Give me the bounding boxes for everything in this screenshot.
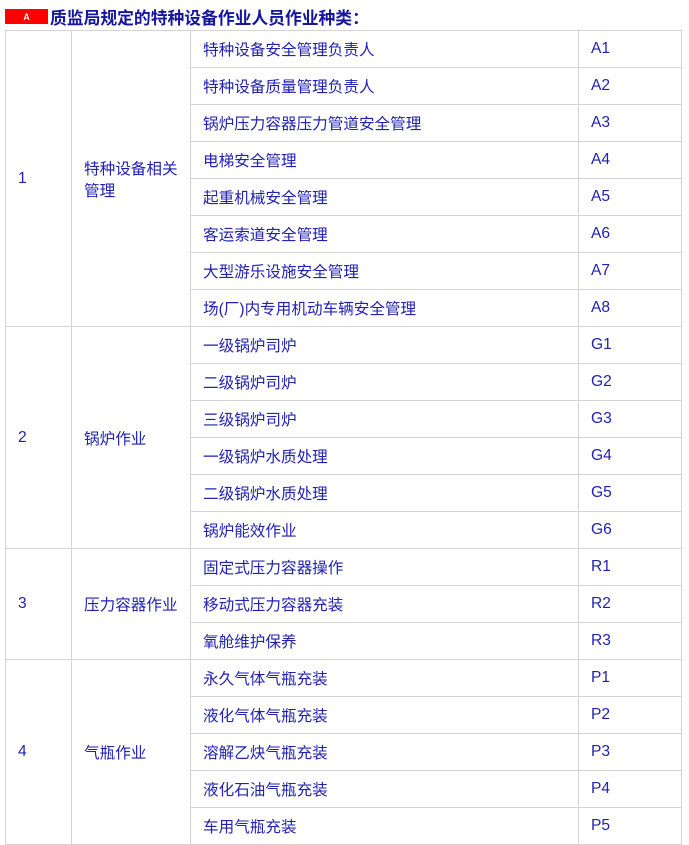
svg-text:A: A — [23, 12, 30, 22]
